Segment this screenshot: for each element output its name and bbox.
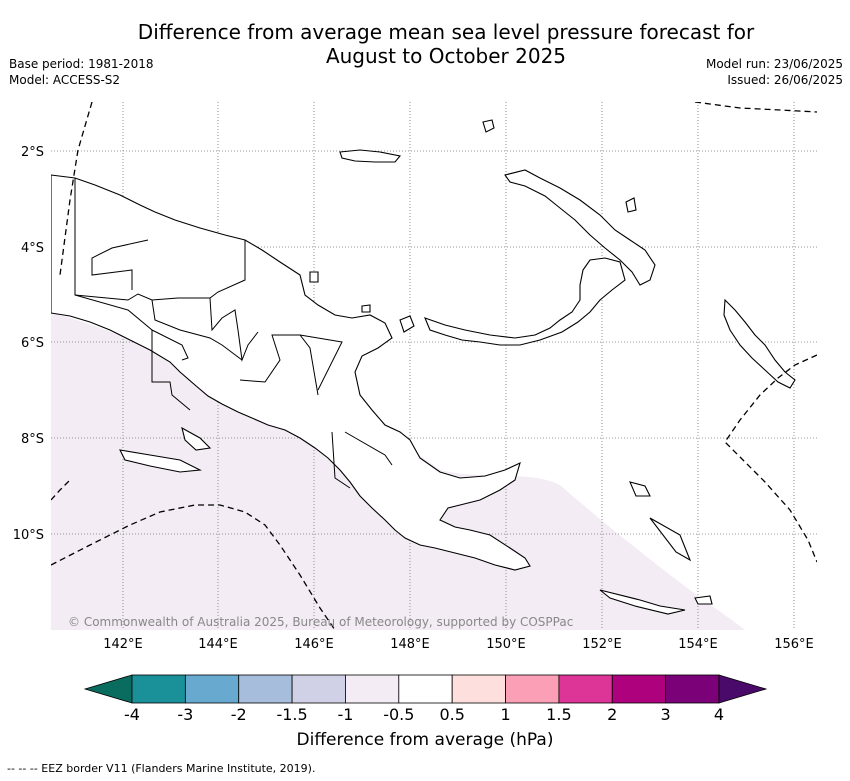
colorbar-segment [345,674,400,704]
colorbar-tick-label: 2 [607,705,617,724]
lon-label: 148°E [390,637,430,652]
colorbar-tick-label: -1 [337,705,353,724]
eez-borders [51,102,817,630]
lat-label: 6°S [21,336,44,351]
map-title: Difference from average mean sea level p… [0,20,850,68]
base-period: Base period: 1981-2018 [9,57,154,71]
colorbar-tick-label: 4 [714,705,724,724]
colorbar-tick-label: 1 [500,705,510,724]
lon-label: 152°E [582,637,622,652]
colorbar-segment [291,674,346,704]
colorbar-low-extend [83,674,133,704]
new-guinea-mainland [51,174,531,571]
colorbar-tick-label: -4 [124,705,140,724]
province-boundaries [74,178,393,489]
colorbar-tick-label: -0.5 [383,705,414,724]
colorbar-tick-label: -2 [231,705,247,724]
new-britain [424,257,626,346]
colorbar-segments [131,674,720,704]
lat-label: 10°S [13,528,44,543]
model-name: Model: ACCESS-S2 [9,73,121,87]
lon-label: 156°E [774,637,814,652]
new-ireland [504,169,656,286]
colorbar-segment [451,674,506,704]
colorbar-segment [398,674,453,704]
latitude-labels: 2°S 4°S 6°S 8°S 10°S [13,145,44,543]
lon-label: 154°E [678,637,718,652]
colorbar-tick-label: 0.5 [439,705,464,724]
colorbar-tick-label: -3 [177,705,193,724]
colorbar-label: Difference from average (hPa) [296,730,554,750]
lon-label: 150°E [486,637,526,652]
colorbar-segment [665,674,720,704]
lat-label: 2°S [21,145,44,160]
lon-label: 142°E [103,637,143,652]
title-line-1: Difference from average mean sea level p… [137,20,755,44]
lon-label: 146°E [294,637,334,652]
bougainville [723,298,796,389]
issued-date: Issued: 26/06/2025 [727,73,843,87]
colorbar-tick-label: 1.5 [546,705,571,724]
colorbar: -4 -3 -2 -1.5 -1 -0.5 0.5 1 1.5 2 3 4 [83,674,768,724]
colorbar-high-extend [718,674,768,704]
eez-footnote: -- -- -- EEZ border V11 (Flanders Marine… [7,762,316,775]
meta-right: Model run: 23/06/2025 Issued: 26/06/2025 [706,56,843,88]
lat-label: 8°S [21,432,44,447]
colorbar-tick-label: -1.5 [276,705,307,724]
lat-label: 4°S [21,241,44,256]
coastlines [51,119,796,615]
copyright-text: © Commonwealth of Australia 2025, Bureau… [68,615,573,629]
colorbar-segment [238,674,293,704]
model-run: Model run: 23/06/2025 [705,57,843,71]
manus-island [339,149,402,163]
longitude-labels: 142°E 144°E 146°E 148°E 150°E 152°E 154°… [103,637,814,652]
colorbar-segment [505,674,560,704]
colorbar-segment [611,674,667,704]
title-line-2: August to October 2025 [325,44,567,68]
colorbar-segment [184,674,240,704]
colorbar-tick-labels: -4 -3 -2 -1.5 -1 -0.5 0.5 1 1.5 2 3 4 [124,705,724,724]
colorbar-segment [131,674,186,704]
meta-left: Base period: 1981-2018 Model: ACCESS-S2 [9,56,154,88]
colorbar-tick-label: 3 [661,705,671,724]
lon-label: 144°E [198,637,238,652]
map-figure: © Commonwealth of Australia 2025, Bureau… [13,102,817,724]
colorbar-segment [558,674,613,704]
